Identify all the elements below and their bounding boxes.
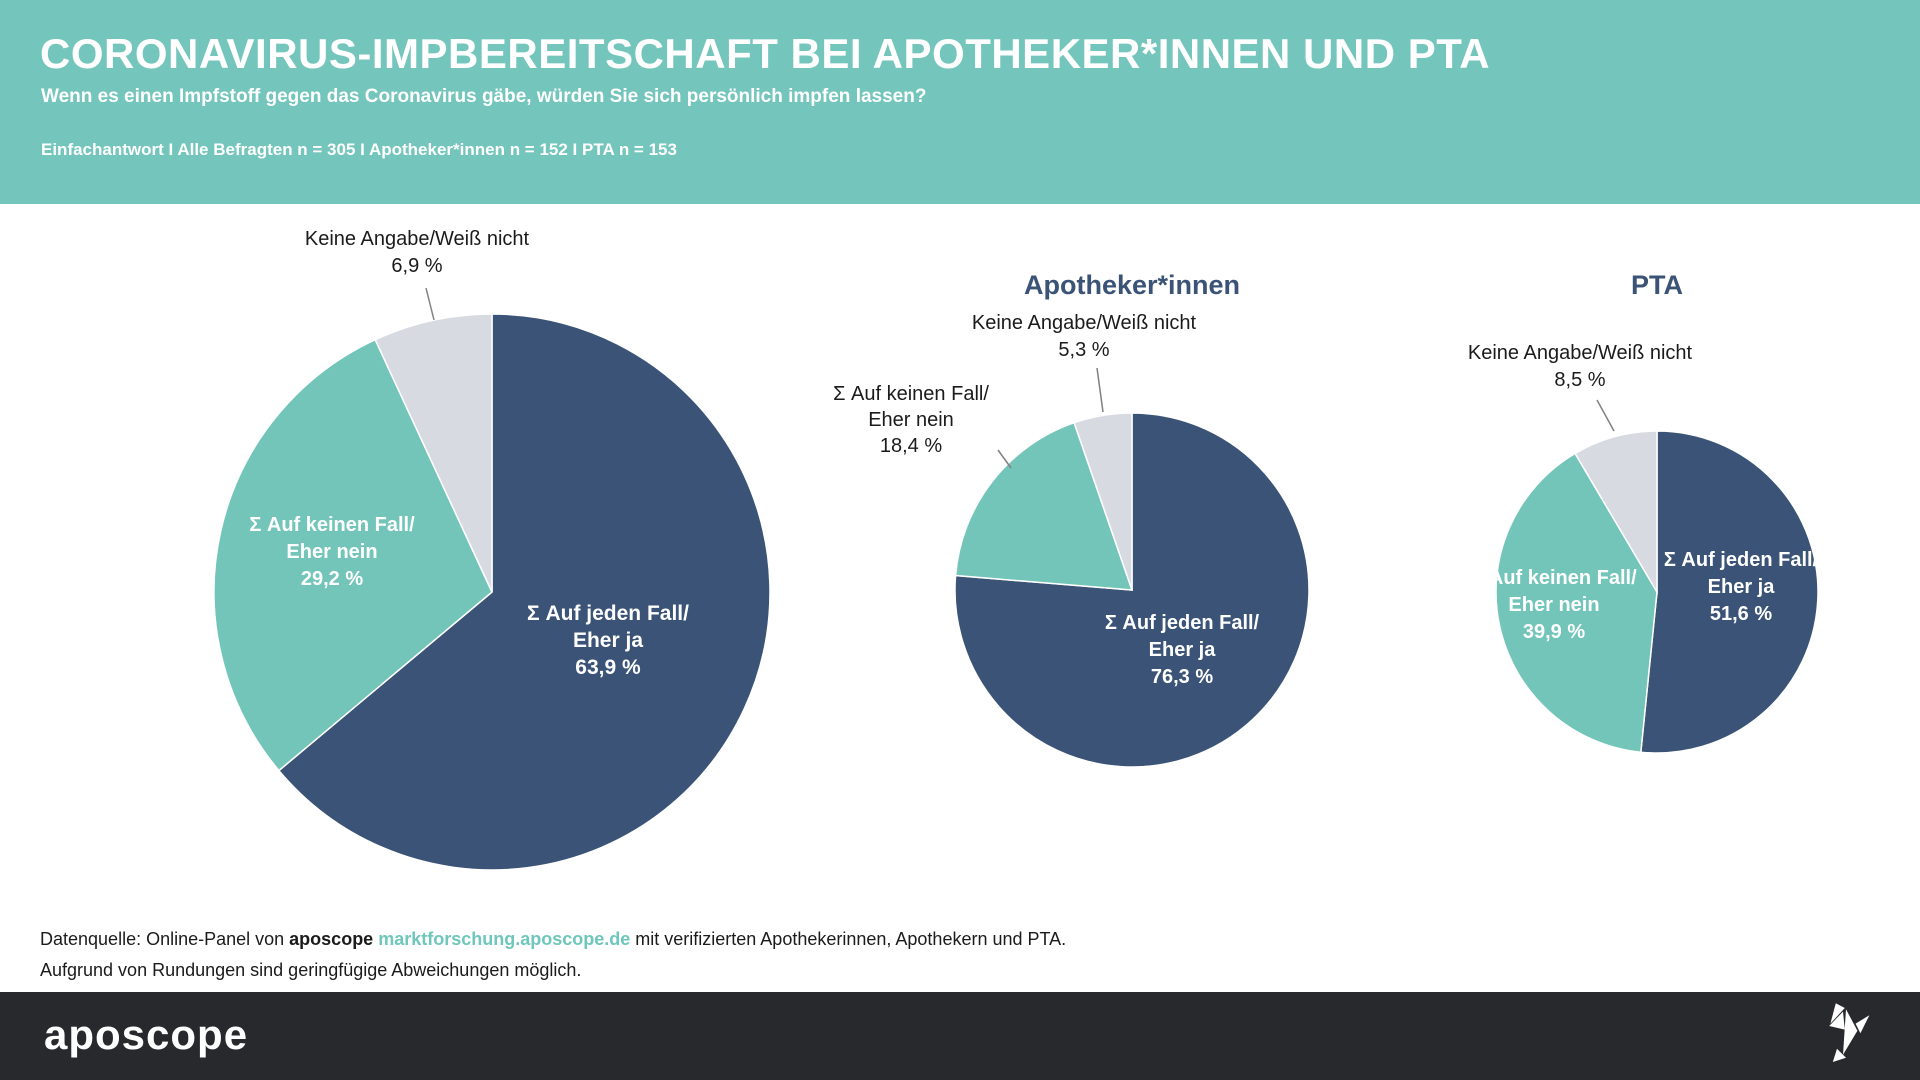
pie-2-slice-0 xyxy=(954,412,1310,768)
pie2-ja-value: 76,3 % xyxy=(1150,666,1214,688)
pie2-label-ja: Σ Auf jeden Fall/ Eher ja 76,3 % xyxy=(1057,610,1307,691)
header-band: CORONAVIRUS-IMPBEREITSCHAFT BEI APOTHEKE… xyxy=(0,0,1920,204)
pie-title-pta: PTA xyxy=(1631,270,1683,300)
page-title: CORONAVIRUS-IMPBEREITSCHAFT BEI APOTHEKE… xyxy=(40,30,1491,77)
pie3-nein-text: Σ Auf keinen Fall/ Eher nein xyxy=(1471,567,1637,616)
pie2-keine-angabe-text: Keine Angabe/Weiß nicht xyxy=(971,312,1197,334)
pie3-label-nein: Σ Auf keinen Fall/ Eher nein 39,9 % xyxy=(1429,565,1679,646)
leader-line-1 xyxy=(1096,367,1104,413)
source-suffix: mit verifizierten Apothekerinnen, Apothe… xyxy=(635,929,1067,949)
source-link[interactable]: marktforschung.aposcope.de xyxy=(378,929,631,949)
pie2-label-nein: Σ Auf keinen Fall/ Eher nein 18,4 % xyxy=(786,381,1036,459)
pie1-nein-value: 29,2 % xyxy=(300,568,364,590)
rounding-note: Aufgrund von Rundungen sind geringfügige… xyxy=(40,960,582,980)
source-brand: aposcope xyxy=(289,929,374,949)
pie3-ja-value: 51,6 % xyxy=(1709,603,1773,625)
pie1-ja-text: Σ Auf jeden Fall/ Eher ja xyxy=(527,602,689,652)
footer-bar: aposcope xyxy=(0,992,1920,1080)
pie3-label-keine-angabe: Keine Angabe/Weiß nicht 8,5 % xyxy=(1430,340,1730,394)
source-line: Datenquelle: Online-Panel von aposcope mar… xyxy=(40,924,1066,955)
pie-2-slice-2 xyxy=(1073,412,1133,591)
source-prefix: Datenquelle: Online-Panel von xyxy=(40,929,285,949)
pie1-nein-text: Σ Auf keinen Fall/ Eher nein xyxy=(249,514,415,563)
pie3-label-ja: Σ Auf jeden Fall/ Eher ja 51,6 % xyxy=(1616,547,1866,628)
pie1-ja-value: 63,9 % xyxy=(575,656,641,679)
pie1-label-keine-angabe: Keine Angabe/Weiß nicht 6,9 % xyxy=(267,226,567,280)
pie1-keine-angabe-value: 6,9 % xyxy=(391,255,443,277)
pie1-label-nein: Σ Auf keinen Fall/ Eher nein 29,2 % xyxy=(207,512,457,593)
sample-info: Einfachantwort I Alle Befragten n = 305 … xyxy=(41,140,677,159)
pie2-label-keine-angabe: Keine Angabe/Weiß nicht 5,3 % xyxy=(934,310,1234,364)
pie3-ja-text: Σ Auf jeden Fall/ Eher ja xyxy=(1663,549,1819,598)
leader-line-3 xyxy=(1596,399,1615,432)
pie2-keine-angabe-value: 5,3 % xyxy=(1058,339,1110,361)
pie1-keine-angabe-text: Keine Angabe/Weiß nicht xyxy=(304,228,530,250)
survey-question: Wenn es einen Impfstoff gegen das Corona… xyxy=(41,86,927,107)
pie3-keine-angabe-value: 8,5 % xyxy=(1554,369,1606,391)
pie2-nein-text: Σ Auf keinen Fall/ Eher nein xyxy=(833,383,989,431)
pie-title-apotheker: Apotheker*innen xyxy=(1023,270,1241,300)
pie2-nein-value: 18,4 % xyxy=(879,435,943,457)
aposcope-logo: aposcope xyxy=(44,1011,249,1058)
origami-bird-icon xyxy=(1829,1003,1870,1062)
pie2-ja-text: Σ Auf jeden Fall/ Eher ja xyxy=(1104,612,1260,661)
pie1-label-ja: Σ Auf jeden Fall/ Eher ja 63,9 % xyxy=(483,600,733,681)
leader-line-0 xyxy=(425,287,435,321)
source-note: Datenquelle: Online-Panel von aposcope mar… xyxy=(40,924,1066,986)
pie3-nein-value: 39,9 % xyxy=(1522,621,1586,643)
pie3-keine-angabe-text: Keine Angabe/Weiß nicht xyxy=(1467,342,1693,364)
